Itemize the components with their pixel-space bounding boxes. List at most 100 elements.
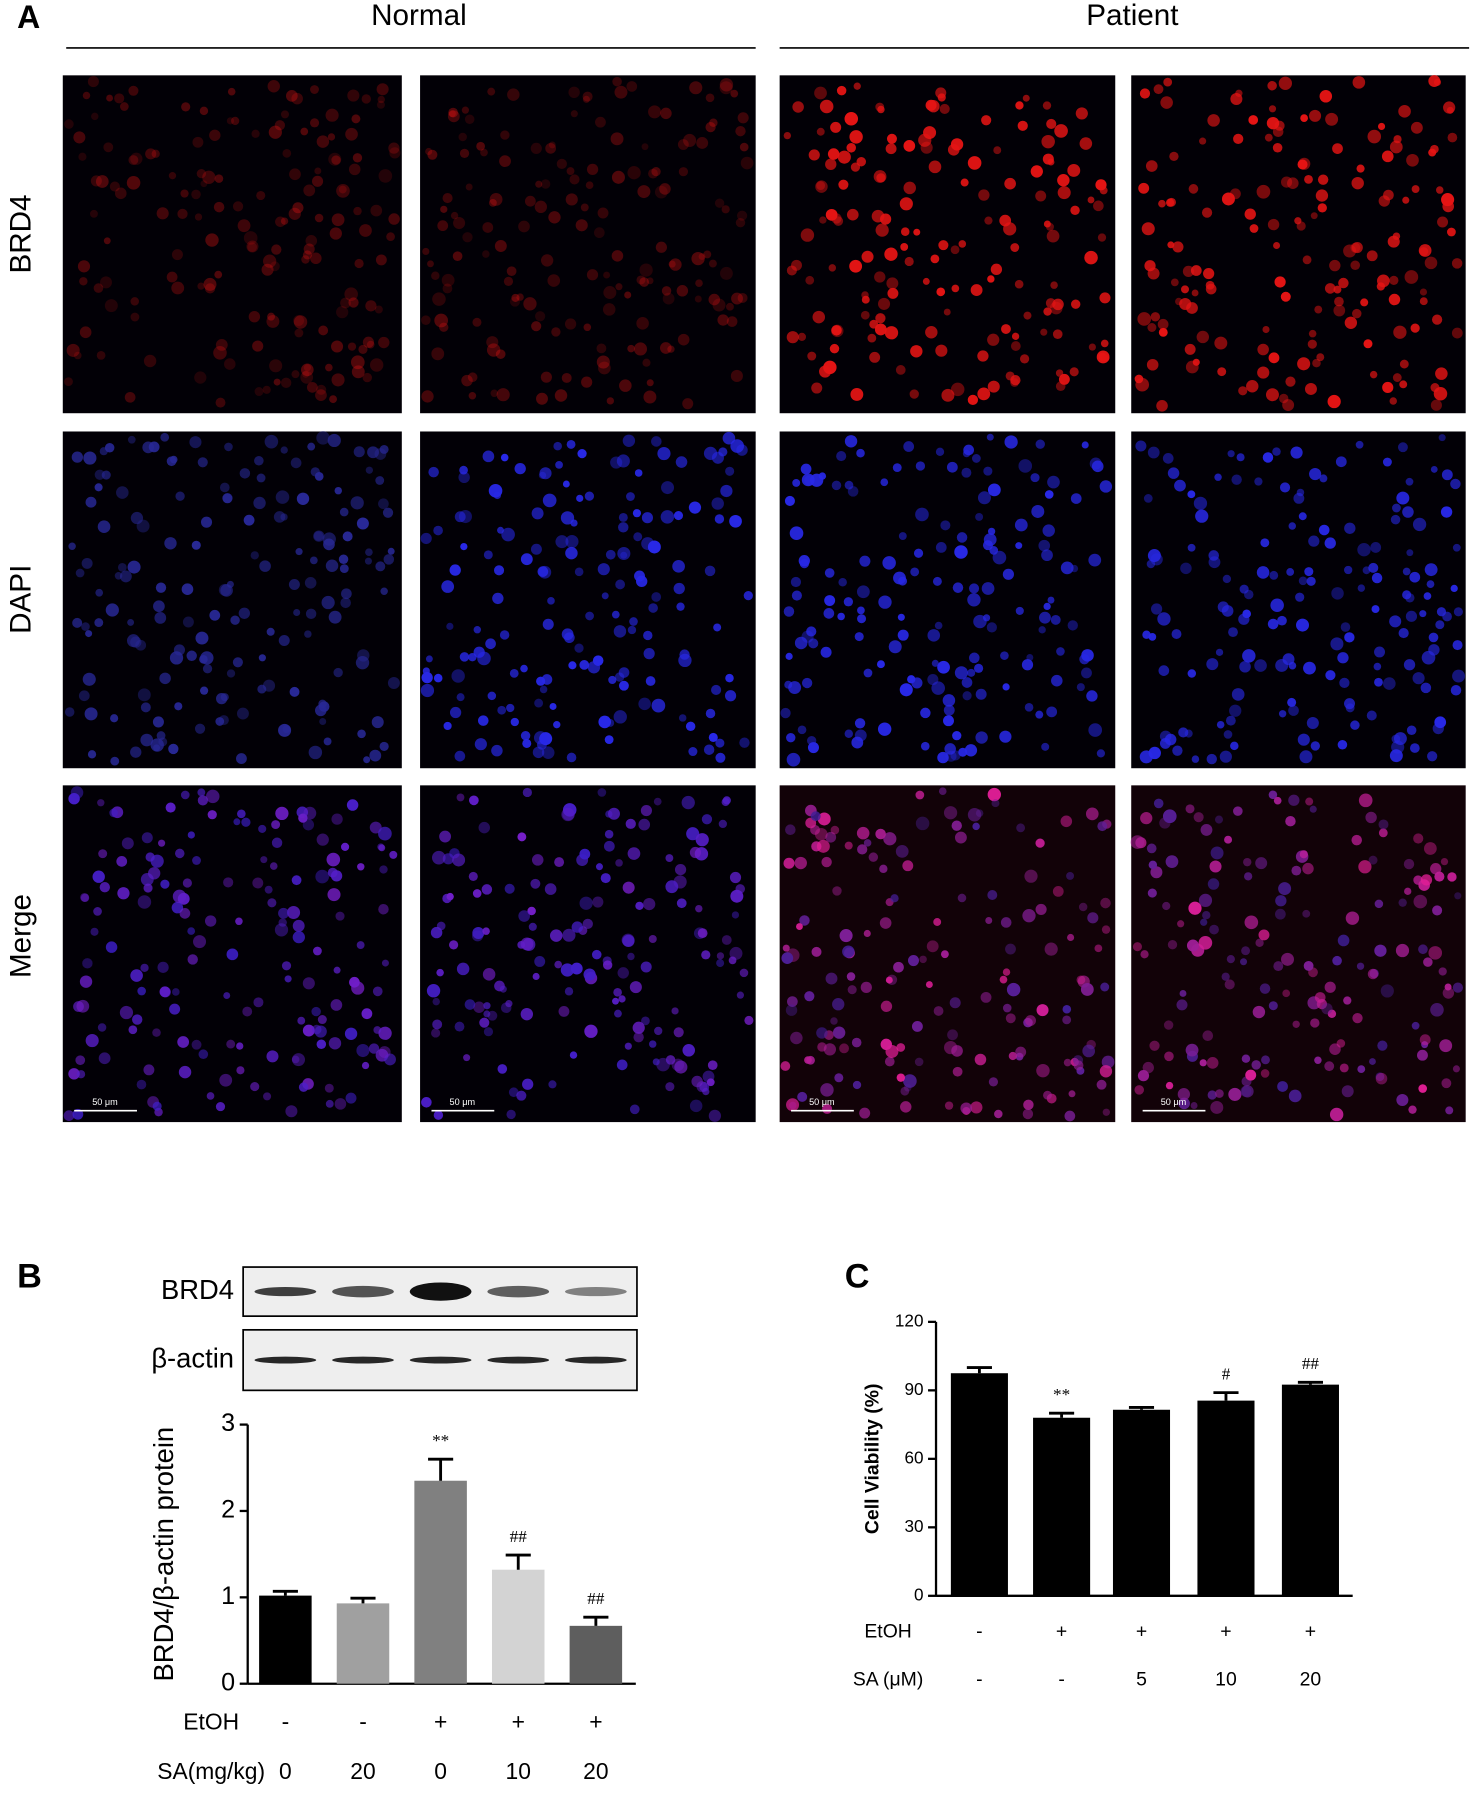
nucleus [603,840,615,852]
condition-value: 0 [434,1758,447,1784]
nucleus [707,1060,718,1071]
nucleus [899,683,913,697]
nucleus [582,95,590,103]
nucleus [499,155,511,168]
nucleus [985,916,993,924]
nucleus [191,189,201,200]
nucleus [248,310,261,323]
nucleus [448,110,456,118]
nucleus [1325,112,1339,126]
nucleus [1209,860,1222,873]
nucleus [506,266,517,277]
nucleus [1318,524,1330,536]
nucleus [740,156,754,170]
nucleus [565,534,579,549]
nucleus [1309,467,1322,481]
nucleus [1019,354,1030,364]
nucleus [1186,939,1199,952]
nucleus [825,831,837,843]
nucleus [975,731,988,744]
nucleus [319,717,327,725]
nucleus [1430,1002,1444,1017]
nucleus [350,496,364,510]
row-label: DAPI [5,565,38,634]
nucleus [956,532,968,543]
nucleus [1054,124,1068,138]
nucleus [499,985,507,993]
nucleus [1358,793,1373,808]
nucleus [1369,370,1378,379]
nucleus [236,1042,244,1050]
nucleus [164,537,177,550]
nucleus [117,887,130,900]
nucleus [1219,750,1232,763]
nucleus [715,752,726,763]
nucleus [126,634,140,648]
nucleus [844,111,859,126]
nucleus [1280,176,1293,188]
nucleus [1073,1060,1084,1071]
micrograph-bg [1131,785,1466,1123]
nucleus [1442,987,1455,999]
nucleus [263,254,277,268]
nucleus [1137,1070,1150,1082]
nucleus [653,797,662,806]
nucleus [554,857,565,868]
nucleus [1138,182,1150,194]
nucleus [96,351,106,360]
nucleus [497,526,504,534]
nucleus [127,435,136,444]
nucleus [376,100,385,109]
nucleus [87,750,97,759]
nucleus [128,155,139,166]
nucleus [127,618,135,626]
nucleus [676,285,689,297]
nucleus [618,522,629,533]
nucleus [1191,289,1199,297]
nucleus [854,718,866,729]
nucleus [660,510,675,524]
nucleus [528,922,537,931]
nucleus [665,1055,676,1065]
nucleus [1201,207,1213,218]
nucleus [328,1037,342,1050]
figure-body: A Normal Patient BRD4 DAPI Merge 50 μm 50… [5,0,1470,1784]
nucleus [160,879,170,889]
nucleus [566,752,577,763]
nucleus [780,1061,791,1071]
nucleus [1279,482,1291,493]
nucleus [130,297,139,306]
nucleus [311,175,324,187]
nucleus [1088,553,1102,567]
nucleus [636,317,649,330]
nucleus [379,444,389,454]
nucleus [954,545,968,559]
nucleus [1023,311,1032,320]
nucleus [1299,850,1308,859]
nucleus [1340,622,1351,632]
nucleus [63,1110,75,1121]
nucleus [1430,399,1442,411]
nucleus [327,133,336,141]
nucleus [575,219,588,232]
nucleus [737,292,748,303]
nucleus [338,185,347,194]
nucleus [1350,720,1360,730]
bar [336,1603,390,1684]
nucleus [79,277,88,286]
nucleus [856,156,867,167]
nucleus [199,686,209,695]
nucleus [280,110,289,119]
nucleus [441,273,455,287]
nucleus [1144,260,1156,272]
nucleus [731,911,740,919]
nucleus [636,275,646,285]
nucleus [224,358,236,370]
nucleus [1214,473,1222,481]
nucleus [307,442,316,451]
nucleus [598,715,612,729]
nucleus [104,299,118,313]
nucleus [297,1016,306,1025]
nucleus [1091,460,1104,473]
condition-value: + [1136,1620,1147,1642]
